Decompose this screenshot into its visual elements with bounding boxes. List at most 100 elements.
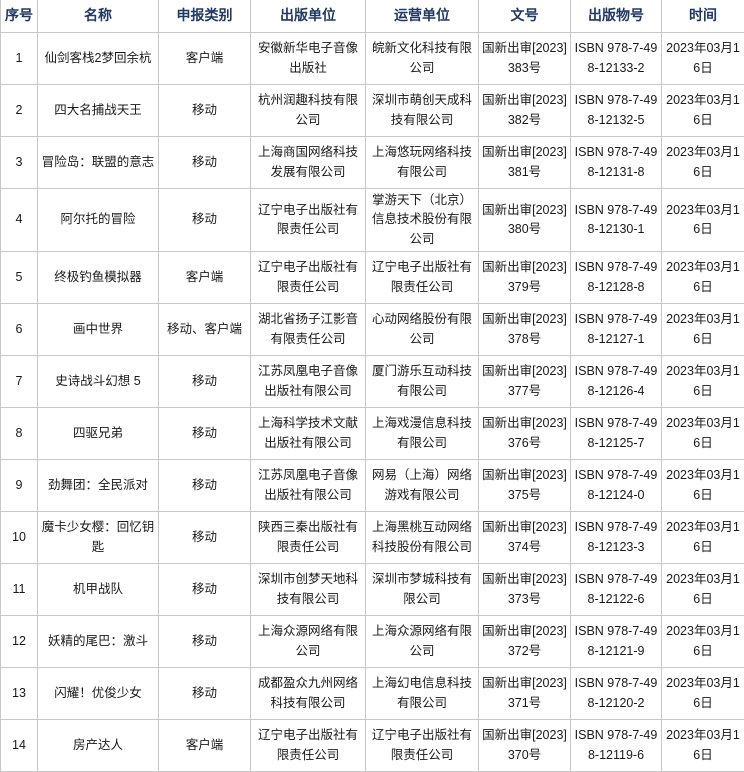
- cell-date: 2023年03月16日: [662, 408, 744, 460]
- cell-doc_no: 国新出审[2023]382号: [479, 85, 571, 137]
- cell-category: 移动: [159, 668, 251, 720]
- cell-publisher: 深圳市创梦天地科技有限公司: [251, 564, 366, 616]
- cell-category: 移动、客户端: [159, 304, 251, 356]
- cell-date: 2023年03月16日: [662, 512, 744, 564]
- table-header: 序号 名称 申报类别 出版单位 运营单位 文号 出版物号 时间: [1, 0, 744, 33]
- column-header-name: 名称: [38, 0, 159, 33]
- cell-category: 移动: [159, 137, 251, 189]
- cell-operator: 厦门游乐互动科技有限公司: [366, 356, 479, 408]
- cell-isbn: ISBN 978-7-498-12122-6: [571, 564, 662, 616]
- cell-name: 妖精的尾巴：激斗: [38, 616, 159, 668]
- cell-isbn: ISBN 978-7-498-12123-3: [571, 512, 662, 564]
- cell-publisher: 辽宁电子出版社有限责任公司: [251, 720, 366, 772]
- cell-publisher: 成都盈众九州网络科技有限公司: [251, 668, 366, 720]
- cell-category: 客户端: [159, 33, 251, 85]
- column-header-date: 时间: [662, 0, 744, 33]
- cell-name: 画中世界: [38, 304, 159, 356]
- cell-index: 12: [1, 616, 38, 668]
- cell-doc_no: 国新出审[2023]375号: [479, 460, 571, 512]
- cell-publisher: 安徽新华电子音像出版社: [251, 33, 366, 85]
- cell-doc_no: 国新出审[2023]379号: [479, 252, 571, 304]
- cell-category: 移动: [159, 616, 251, 668]
- cell-index: 11: [1, 564, 38, 616]
- cell-doc_no: 国新出审[2023]370号: [479, 720, 571, 772]
- cell-date: 2023年03月16日: [662, 304, 744, 356]
- cell-date: 2023年03月16日: [662, 668, 744, 720]
- cell-doc_no: 国新出审[2023]378号: [479, 304, 571, 356]
- cell-doc_no: 国新出审[2023]371号: [479, 668, 571, 720]
- cell-operator: 掌游天下（北京）信息技术股份有限公司: [366, 189, 479, 252]
- cell-index: 8: [1, 408, 38, 460]
- cell-date: 2023年03月16日: [662, 616, 744, 668]
- cell-index: 14: [1, 720, 38, 772]
- cell-isbn: ISBN 978-7-498-12127-1: [571, 304, 662, 356]
- cell-publisher: 上海商国网络科技发展有限公司: [251, 137, 366, 189]
- cell-date: 2023年03月16日: [662, 460, 744, 512]
- column-header-index: 序号: [1, 0, 38, 33]
- cell-operator: 上海黑桃互动网络科技股份有限公司: [366, 512, 479, 564]
- cell-isbn: ISBN 978-7-498-12132-5: [571, 85, 662, 137]
- cell-index: 2: [1, 85, 38, 137]
- cell-publisher: 陕西三秦出版社有限责任公司: [251, 512, 366, 564]
- cell-isbn: ISBN 978-7-498-12133-2: [571, 33, 662, 85]
- column-header-publisher: 出版单位: [251, 0, 366, 33]
- cell-operator: 上海戏漫信息科技有限公司: [366, 408, 479, 460]
- column-header-operator: 运营单位: [366, 0, 479, 33]
- cell-doc_no: 国新出审[2023]380号: [479, 189, 571, 252]
- cell-isbn: ISBN 978-7-498-12120-2: [571, 668, 662, 720]
- cell-publisher: 上海科学技术文献出版社有限公司: [251, 408, 366, 460]
- cell-isbn: ISBN 978-7-498-12131-8: [571, 137, 662, 189]
- cell-date: 2023年03月16日: [662, 252, 744, 304]
- cell-category: 移动: [159, 460, 251, 512]
- cell-doc_no: 国新出审[2023]374号: [479, 512, 571, 564]
- cell-index: 7: [1, 356, 38, 408]
- cell-name: 闪耀！优俊少女: [38, 668, 159, 720]
- cell-category: 移动: [159, 408, 251, 460]
- cell-operator: 网易（上海）网络游戏有限公司: [366, 460, 479, 512]
- cell-index: 13: [1, 668, 38, 720]
- cell-date: 2023年03月16日: [662, 33, 744, 85]
- cell-name: 冒险岛：联盟的意志: [38, 137, 159, 189]
- cell-date: 2023年03月16日: [662, 137, 744, 189]
- cell-publisher: 江苏凤凰电子音像出版社有限公司: [251, 356, 366, 408]
- cell-name: 劲舞团：全民派对: [38, 460, 159, 512]
- cell-category: 移动: [159, 356, 251, 408]
- cell-date: 2023年03月16日: [662, 189, 744, 252]
- cell-index: 9: [1, 460, 38, 512]
- cell-name: 四驱兄弟: [38, 408, 159, 460]
- column-header-category: 申报类别: [159, 0, 251, 33]
- cell-name: 史诗战斗幻想 5: [38, 356, 159, 408]
- cell-name: 魔卡少女樱：回忆钥匙: [38, 512, 159, 564]
- cell-operator: 心动网络股份有限公司: [366, 304, 479, 356]
- cell-category: 客户端: [159, 252, 251, 304]
- cell-index: 10: [1, 512, 38, 564]
- cell-isbn: ISBN 978-7-498-12130-1: [571, 189, 662, 252]
- cell-category: 移动: [159, 85, 251, 137]
- cell-category: 移动: [159, 564, 251, 616]
- cell-publisher: 湖北省扬子江影音有限责任公司: [251, 304, 366, 356]
- table-header-row: 序号 名称 申报类别 出版单位 运营单位 文号 出版物号 时间: [1, 0, 744, 33]
- cell-doc_no: 国新出审[2023]381号: [479, 137, 571, 189]
- cell-isbn: ISBN 978-7-498-12126-4: [571, 356, 662, 408]
- cell-name: 房产达人: [38, 720, 159, 772]
- column-header-isbn: 出版物号: [571, 0, 662, 33]
- cell-publisher: 辽宁电子出版社有限责任公司: [251, 189, 366, 252]
- cell-isbn: ISBN 978-7-498-12119-6: [571, 720, 662, 772]
- cell-index: 6: [1, 304, 38, 356]
- cell-operator: 深圳市梦城科技有限公司: [366, 564, 479, 616]
- cell-doc_no: 国新出审[2023]383号: [479, 33, 571, 85]
- cell-operator: 上海众源网络有限公司: [366, 616, 479, 668]
- cell-category: 客户端: [159, 720, 251, 772]
